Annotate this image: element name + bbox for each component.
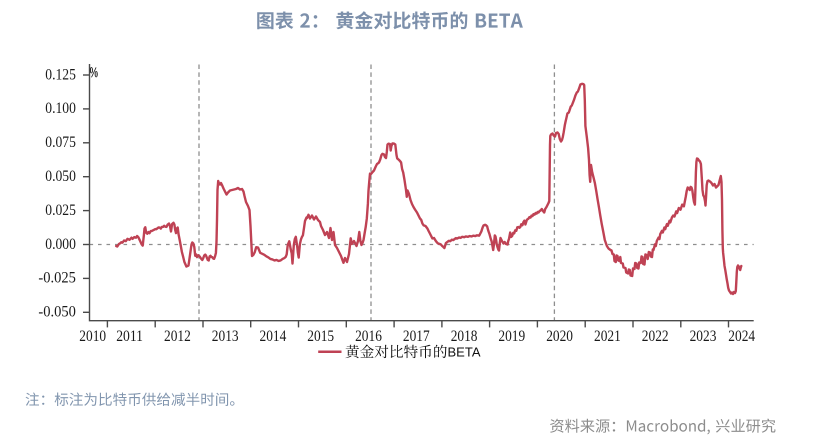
svg-text:2019: 2019: [498, 328, 525, 345]
svg-text:-0.025: -0.025: [38, 270, 76, 287]
svg-text:2022: 2022: [642, 328, 669, 345]
svg-text:2021: 2021: [594, 328, 621, 345]
svg-text:0.050: 0.050: [45, 168, 76, 185]
svg-text:-0.050: -0.050: [38, 304, 76, 321]
svg-text:BETA: BETA: [448, 345, 481, 360]
svg-text:2011: 2011: [116, 328, 143, 345]
svg-text:2012: 2012: [164, 328, 191, 345]
svg-text:2013: 2013: [212, 328, 239, 345]
svg-text:2018: 2018: [451, 328, 478, 345]
svg-text:0.025: 0.025: [45, 202, 76, 219]
svg-text:2024: 2024: [728, 328, 755, 345]
svg-text:2020: 2020: [546, 328, 573, 345]
svg-text:0.075: 0.075: [45, 134, 76, 151]
svg-text:2015: 2015: [307, 328, 334, 345]
svg-text:0.000: 0.000: [45, 236, 76, 253]
svg-text:0.125: 0.125: [45, 66, 76, 83]
svg-text:2017: 2017: [403, 328, 430, 345]
svg-text:2014: 2014: [260, 328, 287, 345]
svg-text:2010: 2010: [79, 328, 106, 345]
svg-text:2016: 2016: [355, 328, 382, 345]
svg-text:0.100: 0.100: [45, 100, 76, 117]
svg-text:2023: 2023: [690, 328, 717, 345]
